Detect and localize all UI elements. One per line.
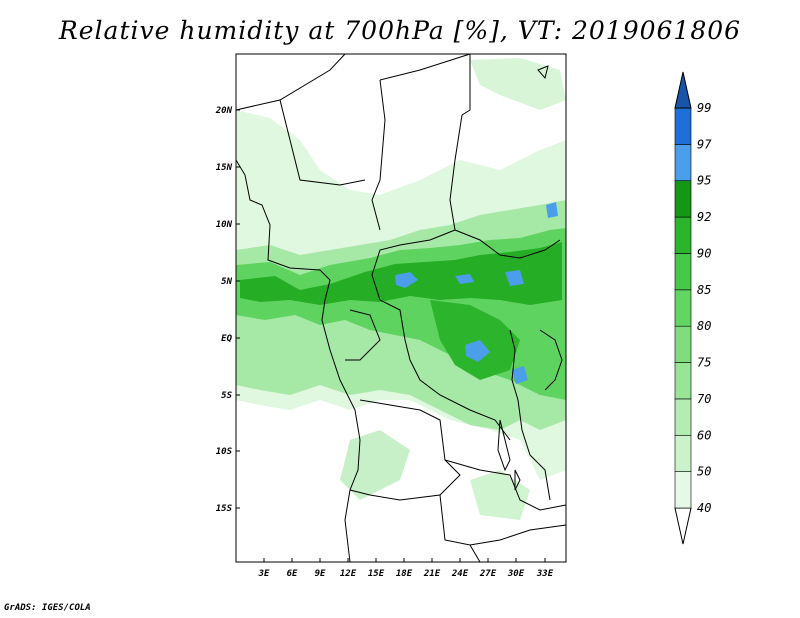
- border-congo: [379, 299, 411, 361]
- colorbar-segment: [674, 398, 692, 436]
- colorbar-segment: [674, 216, 692, 254]
- colorbar-label: 95: [697, 174, 711, 188]
- map-frame: [235, 53, 567, 563]
- border-libya: [379, 53, 471, 81]
- colorbar-segment: [674, 471, 692, 509]
- lat-tick-label: 15S: [216, 504, 233, 514]
- coast-ne: [537, 65, 549, 80]
- lon-tick-label: 21E: [423, 569, 441, 579]
- lon-tick-label: 12E: [340, 569, 357, 579]
- border-namibia: [439, 494, 567, 546]
- colorbar-label: 99: [697, 101, 711, 115]
- colorbar-segment: [674, 434, 692, 472]
- border-niger: [279, 99, 366, 186]
- lon-tick-label: 30E: [507, 569, 525, 579]
- border-bots: [469, 544, 481, 563]
- colorbar-label: 97: [697, 137, 712, 151]
- colorbar-segment: [674, 144, 692, 182]
- coastline: [235, 159, 361, 563]
- credit-label: GrADS: IGES/COLA: [4, 603, 91, 613]
- lon-tick-label: 33E: [536, 569, 554, 579]
- lon-tick-label: 3E: [258, 569, 270, 579]
- colorbar-label: 80: [697, 319, 711, 333]
- rh-saturated-6: [546, 202, 558, 218]
- lake-mweru: [514, 469, 521, 491]
- rh-core-central: [430, 300, 520, 380]
- border-angola: [349, 399, 461, 501]
- colorbar-label: 75: [697, 356, 711, 370]
- border-car: [371, 229, 456, 301]
- lake-tanganyika: [497, 419, 511, 472]
- lat-tick-label: EQ: [221, 334, 232, 344]
- border-gabon: [345, 309, 381, 361]
- border-sudan: [449, 54, 471, 231]
- colorbar-label: 40: [697, 501, 711, 515]
- colorbar-label: 85: [697, 283, 711, 297]
- rh-saturated-5: [512, 366, 528, 384]
- colorbar-overflow: [674, 71, 692, 109]
- border-uganda: [539, 329, 563, 391]
- colorbar-label: 90: [697, 246, 711, 260]
- rh-patch-north: [470, 58, 566, 110]
- lat-tick-label: 15N: [216, 163, 233, 173]
- lon-tick-label: 9E: [315, 569, 326, 579]
- colorbar-segment: [674, 180, 692, 218]
- lat-tick-label: 10S: [216, 447, 233, 457]
- lat-tick-label: 5N: [221, 277, 232, 287]
- colorbar-segment: [674, 325, 692, 363]
- rh-band-92: [240, 242, 562, 305]
- colorbar-segment: [674, 107, 692, 145]
- lat-axis: 20N 15N 10N 5N EQ 5S 10S 15S: [215, 106, 240, 514]
- lon-axis: 3E 6E 9E 12E 15E 18E 21E 24E 27E 30E 33E: [258, 558, 554, 579]
- colorbar-segment: [674, 362, 692, 400]
- lon-tick-label: 27E: [479, 569, 497, 579]
- colorbar-label: 50: [697, 465, 711, 479]
- border-drc-s: [409, 359, 511, 441]
- border-mozambique: [529, 454, 551, 501]
- lon-tick-label: 18E: [396, 569, 413, 579]
- rh-saturated-1: [395, 272, 418, 288]
- colorbar-label: 60: [697, 428, 711, 442]
- colorbar-segment: [674, 253, 692, 291]
- chart-title: Relative humidity at 700hPa [%], VT: 201…: [58, 16, 742, 45]
- lat-tick-label: 5S: [221, 391, 232, 401]
- country-borders: [235, 53, 567, 563]
- lat-tick-label: 20N: [215, 106, 233, 116]
- colorbar-segment: [674, 289, 692, 327]
- lon-tick-label: 15E: [368, 569, 385, 579]
- rh-saturated-3: [505, 270, 524, 286]
- border-lakes: [509, 329, 531, 456]
- rh-saturated-4: [465, 340, 490, 362]
- rh-patch-south: [340, 430, 410, 500]
- colorbar: 40 50 60 70 75 80 85 90 92 95 97 99: [674, 71, 712, 545]
- lon-tick-label: 24E: [451, 569, 469, 579]
- colorbar-label: 70: [697, 392, 711, 406]
- lat-tick-label: 10N: [216, 220, 233, 230]
- rh-saturated-2: [455, 274, 474, 284]
- colorbar-underflow: [674, 507, 692, 545]
- border-chad-w: [371, 79, 386, 231]
- border-ssudan: [454, 229, 561, 259]
- colorbar-label: 92: [697, 210, 711, 224]
- lon-tick-label: 6E: [287, 569, 298, 579]
